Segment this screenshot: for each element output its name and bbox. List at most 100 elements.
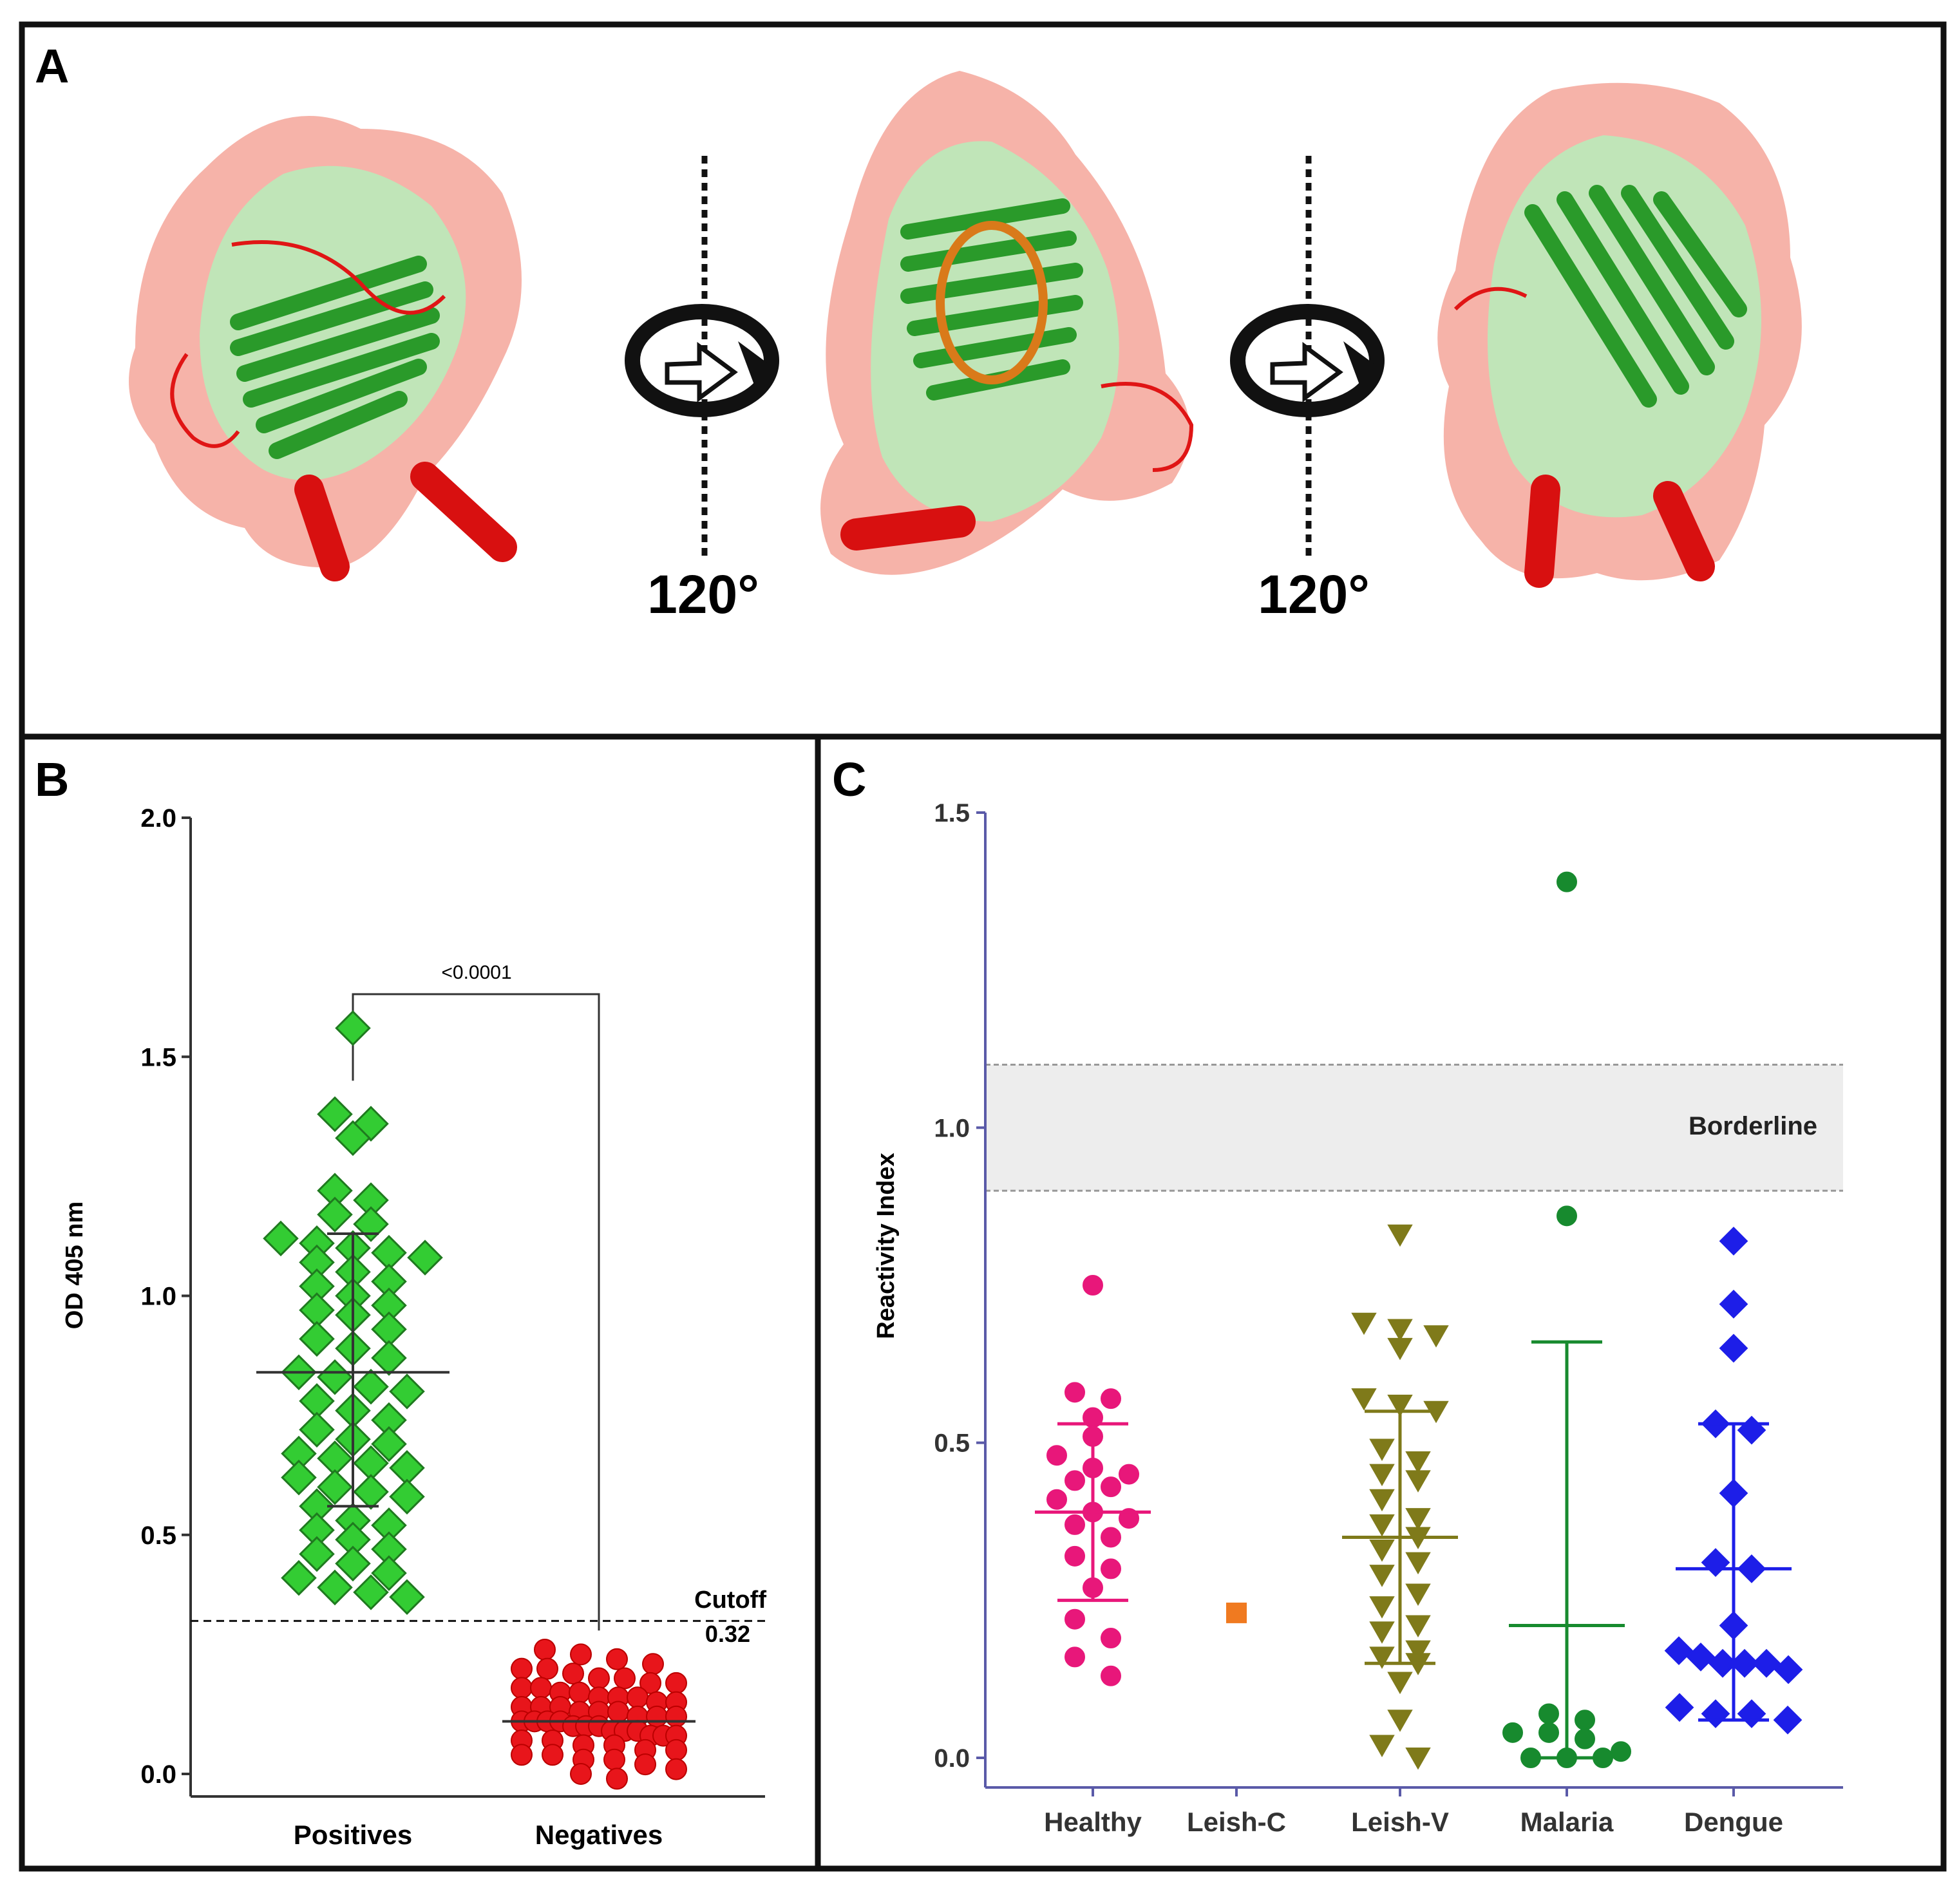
borderline-band (985, 1064, 1843, 1191)
data-point (1686, 1643, 1716, 1672)
data-point (1101, 1527, 1121, 1548)
x-tick-label: Malaria (1520, 1807, 1614, 1837)
data-point (299, 1321, 335, 1357)
y-tick-label: 0.0 (934, 1744, 970, 1773)
borderline-label: Borderline (1689, 1112, 1817, 1140)
data-point (1708, 1648, 1737, 1678)
y-tick-label: 1.5 (140, 1043, 176, 1071)
data-point (570, 1643, 592, 1666)
data-point (299, 1411, 335, 1448)
data-point (607, 1701, 629, 1723)
y-tick-label: 0.5 (934, 1429, 970, 1458)
data-point (281, 1459, 317, 1496)
data-point (1369, 1565, 1395, 1587)
data-point (511, 1657, 533, 1680)
data-point (1387, 1710, 1413, 1732)
data-point (353, 1368, 389, 1405)
data-point (1387, 1319, 1413, 1342)
data-point (1575, 1728, 1595, 1749)
data-point (1065, 1545, 1085, 1567)
data-point (603, 1748, 625, 1771)
data-point (317, 1569, 353, 1606)
data-point (1405, 1470, 1431, 1493)
data-point (1665, 1693, 1694, 1722)
data-point (1737, 1415, 1766, 1445)
data-point (562, 1663, 584, 1685)
protein-structure-view-3 (1437, 82, 1802, 588)
data-point (1719, 1227, 1748, 1256)
data-point (614, 1667, 636, 1690)
data-point (1065, 1646, 1085, 1668)
data-point (1065, 1608, 1085, 1630)
data-point (353, 1106, 389, 1142)
data-point (588, 1667, 610, 1690)
data-point (511, 1677, 533, 1699)
cutoff-value-label: 0.32 (705, 1621, 750, 1647)
data-point (1774, 1655, 1803, 1684)
data-point (1101, 1558, 1121, 1579)
data-point (263, 1220, 299, 1257)
rotation-angle-label: 120° (1258, 564, 1370, 625)
y-tick-label: 1.0 (140, 1283, 176, 1311)
y-tick-label: 0.0 (140, 1760, 176, 1789)
data-point (353, 1474, 389, 1510)
y-tick-label: 1.5 (934, 799, 970, 827)
data-point (665, 1758, 687, 1780)
data-point (1557, 1205, 1577, 1227)
data-point (1369, 1540, 1395, 1562)
data-point (1502, 1722, 1523, 1743)
data-point (1405, 1748, 1431, 1770)
data-point (1405, 1583, 1431, 1607)
data-point (1575, 1710, 1595, 1731)
data-point (353, 1574, 389, 1610)
data-point (1752, 1648, 1781, 1678)
data-point (1369, 1489, 1395, 1512)
data-point (1405, 1451, 1431, 1474)
data-point (1719, 1289, 1748, 1319)
data-point (1351, 1388, 1377, 1411)
y-tick-label: 2.0 (140, 804, 176, 833)
data-point (371, 1426, 407, 1462)
data-point (542, 1744, 563, 1766)
data-point (389, 1373, 425, 1409)
data-point (665, 1739, 687, 1761)
data-point (634, 1753, 656, 1776)
data-point (299, 1536, 335, 1572)
x-tick-label: Negatives (535, 1820, 663, 1850)
data-point (1119, 1464, 1139, 1485)
data-point (1065, 1514, 1085, 1535)
data-point (335, 1120, 371, 1156)
data-point (335, 1545, 371, 1582)
protein-structure-view-2 (820, 71, 1194, 575)
data-point (606, 1648, 628, 1670)
x-tick-label: Dengue (1684, 1807, 1783, 1837)
data-point (317, 1469, 353, 1505)
data-point (569, 1681, 591, 1704)
protein-structure-view-1 (129, 116, 522, 581)
data-point (627, 1686, 648, 1709)
data-point (1773, 1705, 1803, 1735)
rotation-angle-label: 120° (647, 564, 759, 625)
cutoff-label: Cutoff (694, 1587, 766, 1614)
data-point (1387, 1672, 1413, 1695)
data-point (317, 1196, 353, 1233)
data-point (1369, 1514, 1395, 1537)
panel-c-plot: 0.0 0.5 1.0 1.5 Healthy Leish-C Leish-V Malaria… (934, 799, 1843, 1837)
data-point (1369, 1621, 1395, 1644)
data-point (606, 1767, 628, 1790)
data-point (1405, 1615, 1431, 1637)
data-point (1083, 1275, 1103, 1296)
data-point (371, 1340, 407, 1376)
data-point (353, 1206, 389, 1242)
x-tick-label: Positives (294, 1820, 412, 1850)
panel-b-label: B (35, 753, 69, 806)
data-point (665, 1672, 687, 1694)
data-point (1369, 1464, 1395, 1487)
panel-b-ylabel: OD 405 nm (61, 1202, 88, 1330)
data-point (407, 1239, 443, 1276)
data-point (335, 1010, 371, 1046)
panel-c-frame (815, 733, 1947, 1872)
data-point (665, 1705, 687, 1728)
rotation-arrow-icon (625, 304, 779, 417)
